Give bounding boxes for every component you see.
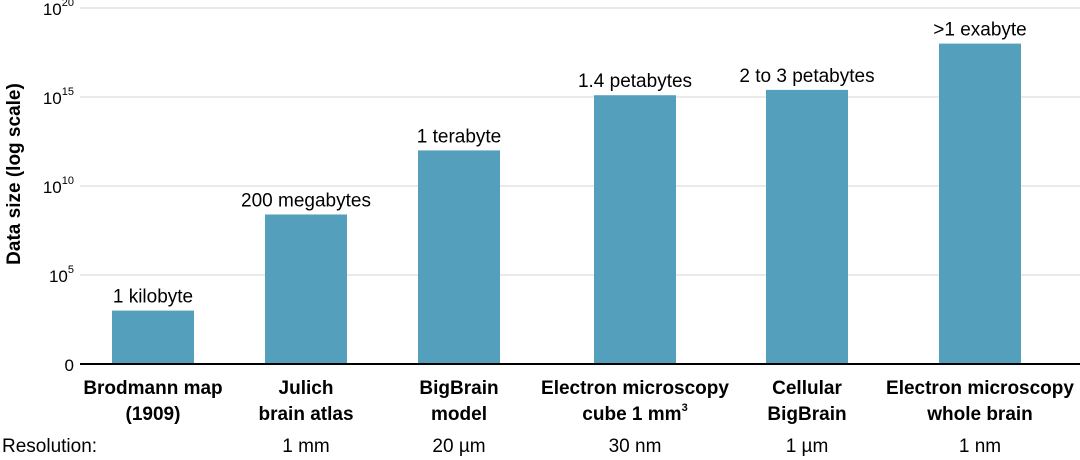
category-label-0-line-0: Brodmann map <box>83 378 222 399</box>
category-label-2-line-1: model <box>431 404 487 425</box>
category-label-1-line-0: Julich <box>279 378 334 399</box>
category-label-3-line-0: Electron microscopy <box>541 378 729 399</box>
category-label-5-line-0: Electron microscopy <box>886 378 1074 399</box>
category-label-4-line-1: BigBrain <box>767 404 846 425</box>
data-label-0: 1 kilobyte <box>113 287 193 308</box>
y-tick-label-1: 105 <box>49 264 74 286</box>
data-label-4: 2 to 3 petabytes <box>739 66 874 87</box>
y-axis-title: Data size (log scale) <box>4 83 25 265</box>
y-tick-label-4: 1020 <box>43 0 74 19</box>
y-tick-label-0: 0 <box>65 356 74 375</box>
resolution-value-2: 20 µm <box>432 436 485 457</box>
bar-5 <box>939 43 1021 364</box>
category-label-3-line-1: cube 1 mm3 <box>582 402 687 425</box>
data-label-2: 1 terabyte <box>417 126 502 147</box>
data-label-1: 200 megabytes <box>241 190 371 211</box>
category-label-5-line-1: whole brain <box>926 404 1033 425</box>
y-tick-label-2: 1010 <box>43 175 74 197</box>
resolution-value-5: 1 nm <box>959 436 1001 457</box>
data-label-3: 1.4 petabytes <box>578 71 692 92</box>
resolution-value-4: 1 µm <box>786 436 829 457</box>
resolution-label: Resolution: <box>2 436 97 457</box>
resolution-value-1: 1 mm <box>282 436 330 457</box>
bar-0 <box>112 310 194 364</box>
bar-1 <box>265 214 347 364</box>
y-tick-label-3: 1015 <box>43 86 74 108</box>
bar-3 <box>594 95 676 364</box>
category-label-0-line-1: (1909) <box>126 404 181 425</box>
bar-4 <box>766 89 848 364</box>
category-label-1-line-1: brain atlas <box>258 404 353 425</box>
data-label-5: >1 exabyte <box>933 20 1027 41</box>
category-label-4-line-0: Cellular <box>772 378 842 399</box>
category-label-2-line-0: BigBrain <box>419 378 498 399</box>
bar-2 <box>418 150 500 364</box>
resolution-value-3: 30 nm <box>609 436 662 457</box>
